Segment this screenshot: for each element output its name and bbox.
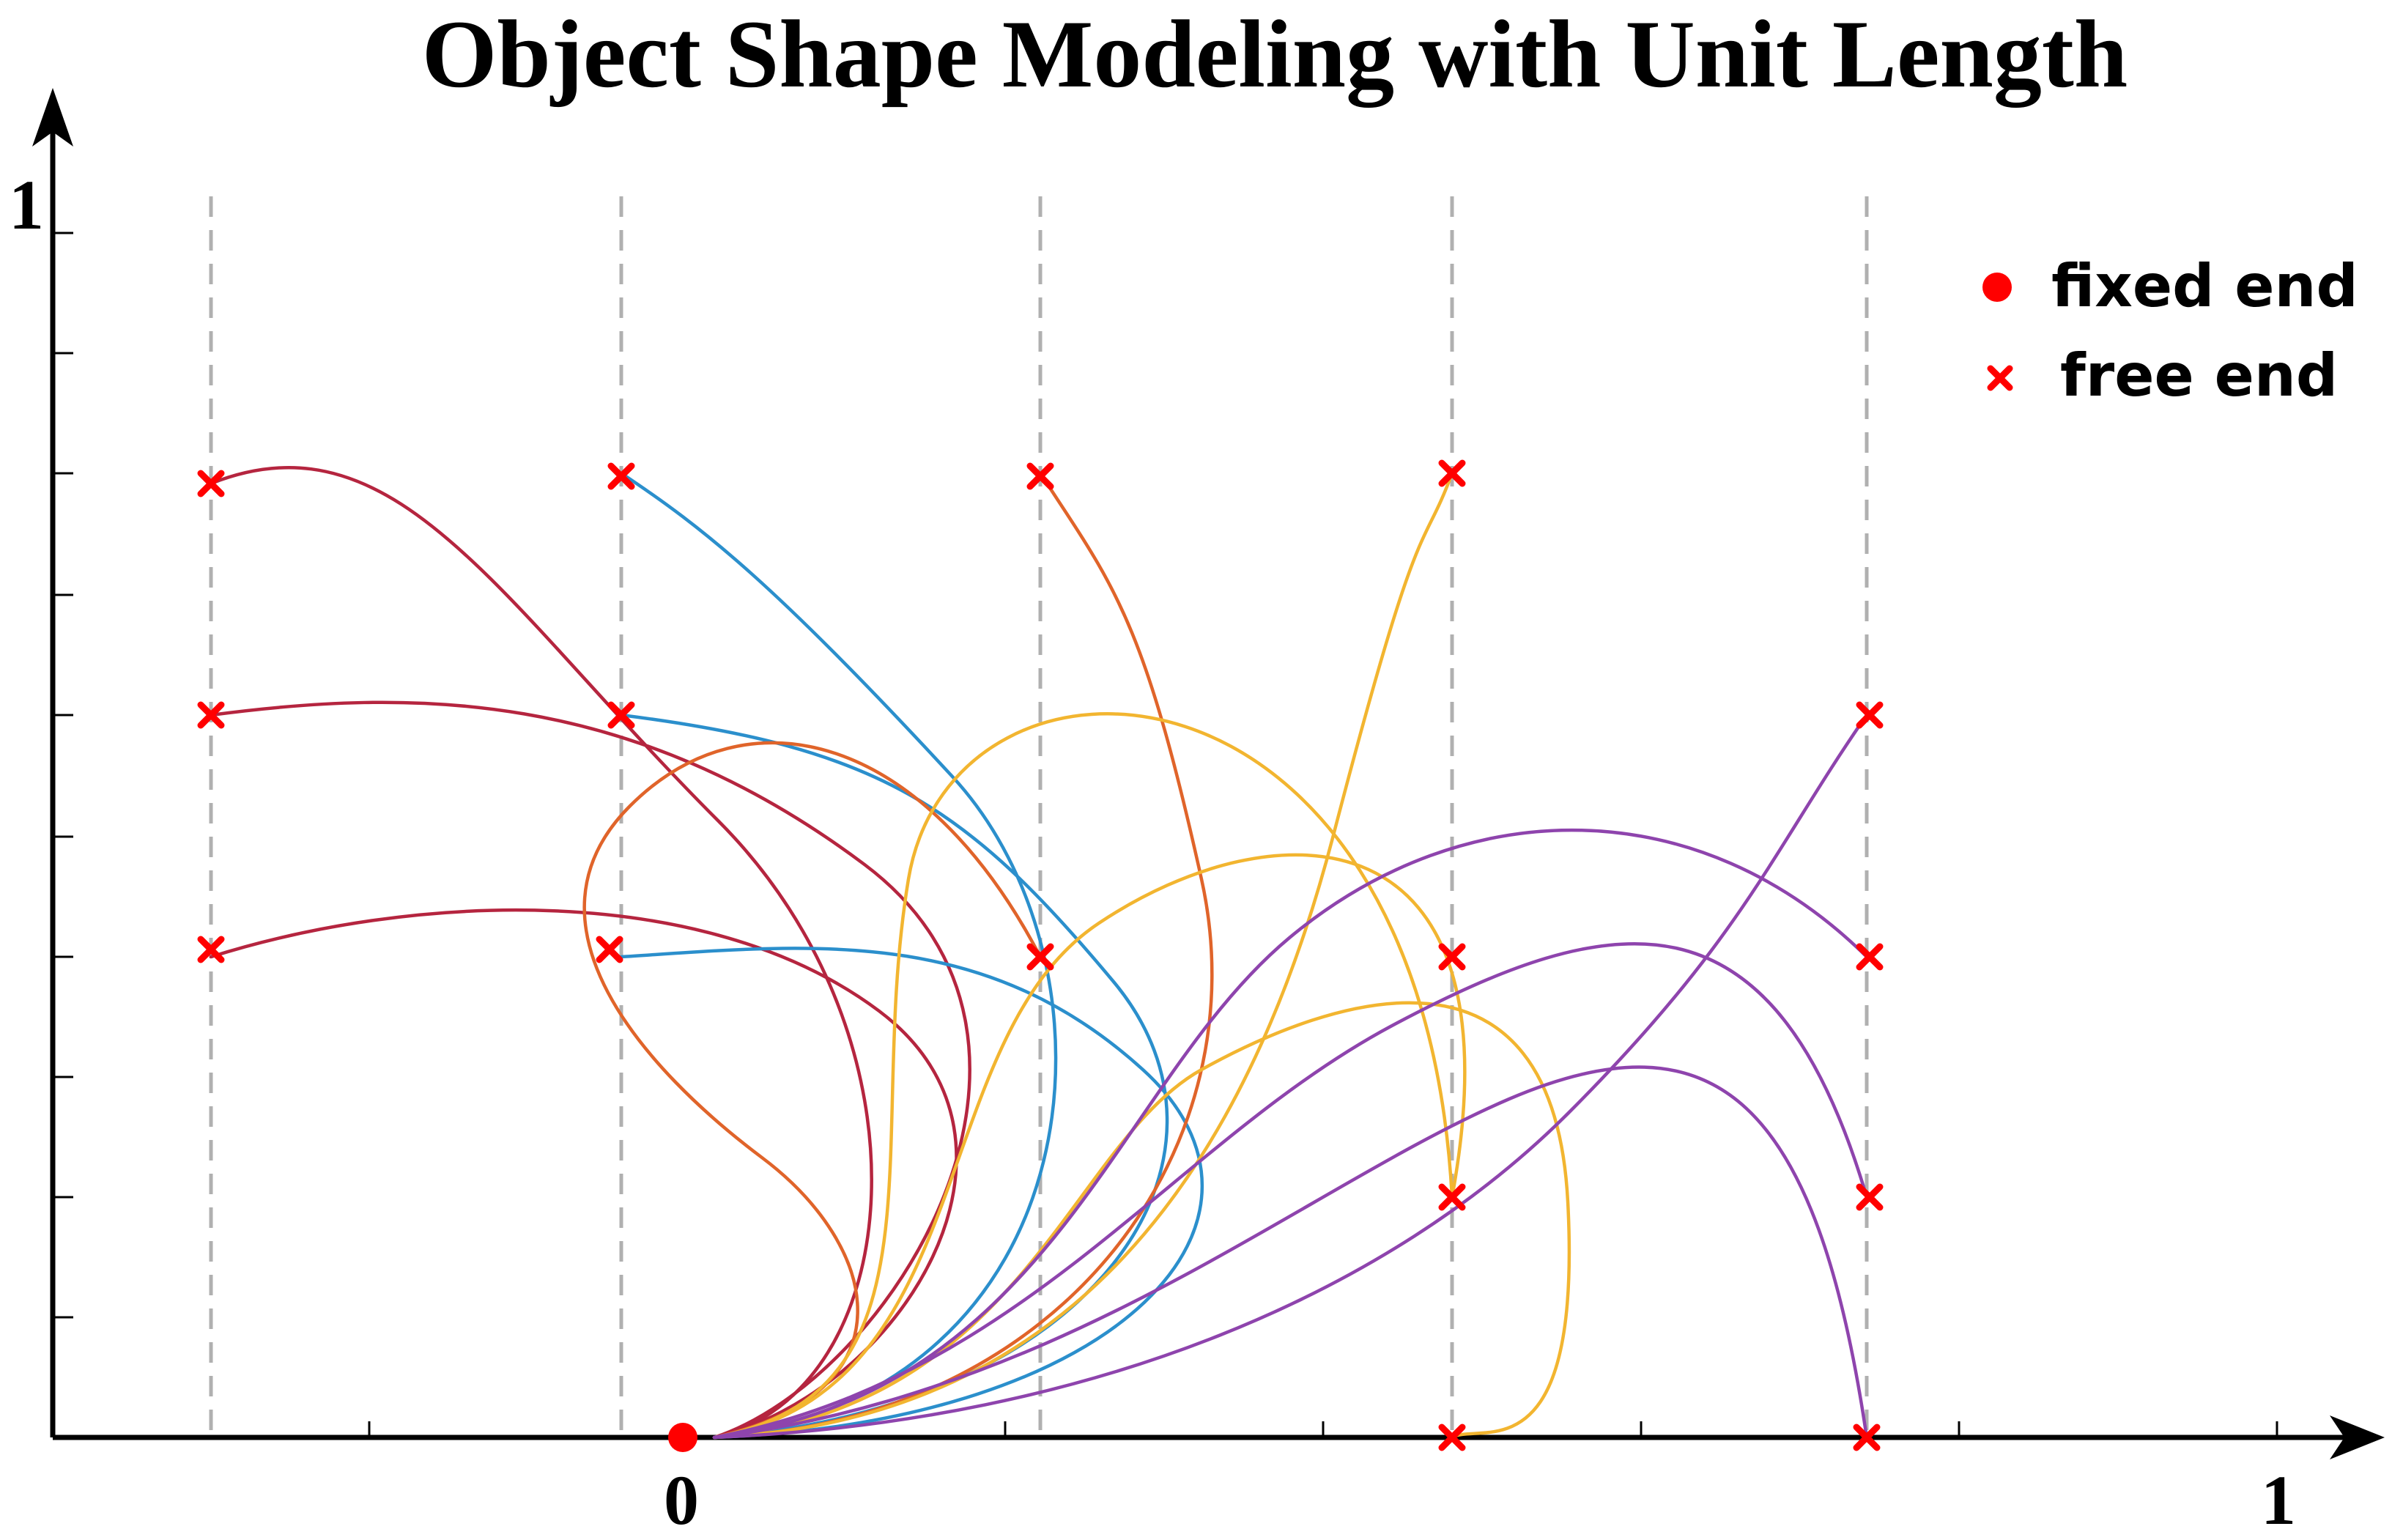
free-end-marker <box>607 701 635 729</box>
x-origin-label: 0 <box>664 1461 699 1539</box>
legend: fixed end free end <box>1982 252 2358 410</box>
curve-gold-1 <box>712 471 1454 1440</box>
curve-gold-3 <box>712 853 1467 1440</box>
free-end-marker <box>1438 1424 1466 1451</box>
x-end-label: 1 <box>2261 1461 2296 1539</box>
shape-curves <box>209 466 1869 1440</box>
legend-fixed-end-label: fixed end <box>2051 252 2358 320</box>
axis-ticks <box>53 232 2278 1437</box>
curve-purple-3 <box>712 941 1869 1440</box>
legend-free-end-label: free end <box>2060 341 2338 410</box>
free-end-marker <box>1856 943 1884 971</box>
legend-fixed-end-icon <box>1982 273 2012 302</box>
axes <box>32 88 2385 1459</box>
free-end-marker <box>1438 1183 1466 1211</box>
curve-blue-1 <box>619 471 1058 1440</box>
curve-orange-2 <box>582 741 1043 1440</box>
legend-free-end-icon <box>1987 365 2013 391</box>
fixed-end-marker <box>668 1423 697 1452</box>
curve-gold-2 <box>712 712 1454 1440</box>
curve-crimson-1 <box>209 466 873 1440</box>
free-end-marker <box>197 701 225 729</box>
free-end-marker <box>1438 459 1466 487</box>
free-end-marker <box>596 936 623 963</box>
free-end-marker <box>1856 701 1884 729</box>
curve-purple-4 <box>712 1065 1869 1440</box>
curve-blue-3 <box>619 947 1204 1440</box>
curve-crimson-2 <box>209 700 971 1440</box>
free-end-marker <box>1853 1424 1881 1451</box>
free-end-marker <box>1026 943 1054 971</box>
curve-orange-1 <box>712 471 1214 1440</box>
page-title: Object Shape Modeling with Unit Length <box>422 0 2128 108</box>
free-end-marker <box>607 462 635 490</box>
y-end-label: 1 <box>9 166 44 244</box>
free-end-marker <box>1438 943 1466 971</box>
free-end-marker <box>1856 1183 1884 1211</box>
free-end-marker <box>197 936 225 963</box>
y-axis-arrow <box>32 88 73 147</box>
x-axis-arrow <box>2330 1415 2385 1459</box>
free-end-marker <box>197 470 225 497</box>
free-end-marker <box>1026 462 1054 490</box>
curve-purple-1 <box>712 713 1869 1440</box>
free-end-markers <box>197 459 1884 1451</box>
curve-purple-2 <box>712 828 1869 1440</box>
